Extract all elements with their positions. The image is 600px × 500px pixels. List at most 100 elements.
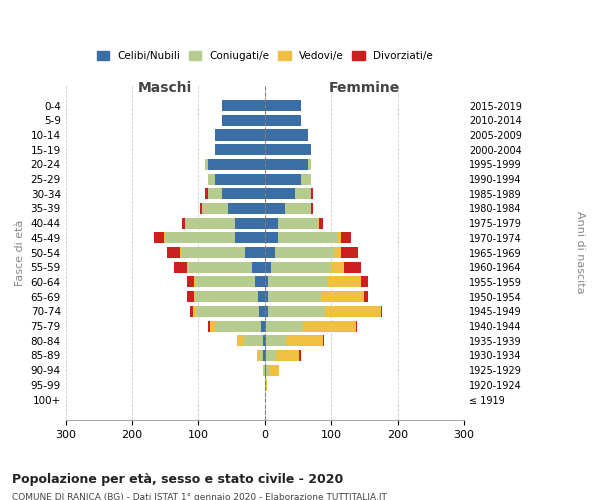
Bar [167,247,181,258]
Bar [328,276,361,287]
Bar [266,364,269,376]
Bar [265,100,301,111]
Bar [237,335,244,346]
Bar [257,350,260,361]
Bar [164,232,165,243]
Bar [154,232,164,243]
Bar [208,159,265,170]
Bar [265,115,301,126]
Bar [196,306,259,317]
Bar [319,218,323,228]
Bar [275,247,334,258]
Bar [266,380,268,390]
Bar [187,291,194,302]
Y-axis label: Fasce di età: Fasce di età [15,220,25,286]
Bar [265,144,311,155]
Bar [341,247,358,258]
Bar [251,262,265,273]
Bar [187,262,188,273]
Bar [205,188,208,200]
Bar [269,364,280,376]
Bar [263,350,265,361]
Bar [265,291,268,302]
Text: Maschi: Maschi [138,82,193,96]
Bar [188,262,251,273]
Bar [228,203,265,214]
Bar [265,232,278,243]
Bar [302,320,356,332]
Bar [344,262,361,273]
Bar [318,218,319,228]
Bar [221,100,265,111]
Legend: Celibi/Nubili, Coniugati/e, Vedovi/e, Divorziati/e: Celibi/Nubili, Coniugati/e, Vedovi/e, Di… [93,46,437,65]
Bar [361,276,368,287]
Bar [265,130,308,140]
Bar [174,262,187,273]
Bar [193,306,196,317]
Bar [278,218,318,228]
Bar [265,306,268,317]
Bar [295,188,311,200]
Bar [245,247,265,258]
Bar [200,203,202,214]
Bar [308,159,311,170]
Bar [195,276,255,287]
Bar [259,306,265,317]
Bar [215,174,265,184]
Bar [331,262,344,273]
Bar [311,188,313,200]
Bar [265,218,278,228]
Bar [265,174,301,184]
Bar [299,350,301,361]
Bar [321,291,364,302]
Bar [215,130,265,140]
Bar [268,276,328,287]
Bar [205,159,208,170]
Bar [260,350,263,361]
Bar [165,232,235,243]
Text: Femmine: Femmine [329,82,400,96]
Bar [221,115,265,126]
Bar [338,232,341,243]
Bar [208,320,210,332]
Bar [182,218,185,228]
Bar [265,262,271,273]
Bar [323,335,324,346]
Bar [263,364,265,376]
Bar [208,174,215,184]
Bar [187,276,194,287]
Bar [202,203,228,214]
Bar [263,335,265,346]
Bar [278,232,338,243]
Bar [244,335,263,346]
Bar [235,218,265,228]
Y-axis label: Anni di nascita: Anni di nascita [575,212,585,294]
Bar [301,174,311,184]
Bar [265,364,266,376]
Bar [266,320,302,332]
Bar [181,247,182,258]
Bar [190,306,193,317]
Bar [258,291,265,302]
Bar [286,335,323,346]
Bar [194,291,195,302]
Bar [341,232,351,243]
Bar [185,218,235,228]
Bar [265,203,285,214]
Bar [262,320,265,332]
Bar [285,203,311,214]
Bar [311,203,313,214]
Bar [265,247,275,258]
Bar [265,335,266,346]
Bar [265,159,308,170]
Bar [381,306,382,317]
Bar [266,335,286,346]
Bar [235,232,265,243]
Bar [266,350,276,361]
Bar [194,276,195,287]
Bar [276,350,299,361]
Bar [265,320,266,332]
Bar [215,144,265,155]
Bar [271,262,331,273]
Bar [265,350,266,361]
